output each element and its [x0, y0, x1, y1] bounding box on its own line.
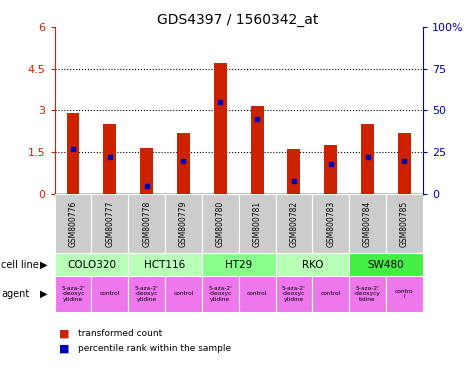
Bar: [66, 113, 79, 194]
Bar: [165, 276, 202, 312]
Bar: [202, 253, 276, 276]
Text: GSM800779: GSM800779: [179, 200, 188, 247]
Text: GSM800778: GSM800778: [142, 200, 151, 247]
Bar: [55, 276, 91, 312]
Bar: [276, 253, 349, 276]
Text: control: control: [321, 291, 341, 296]
Bar: [313, 194, 349, 253]
Bar: [349, 253, 423, 276]
Bar: [276, 194, 313, 253]
Text: transformed count: transformed count: [78, 329, 162, 338]
Bar: [349, 194, 386, 253]
Bar: [202, 194, 238, 253]
Text: SW480: SW480: [368, 260, 404, 270]
Bar: [55, 194, 91, 253]
Bar: [361, 124, 374, 194]
Text: ■: ■: [59, 344, 70, 354]
Bar: [202, 276, 238, 312]
Bar: [313, 276, 349, 312]
Text: GSM800785: GSM800785: [400, 200, 409, 247]
Bar: [140, 148, 153, 194]
Bar: [214, 63, 227, 194]
Bar: [165, 194, 202, 253]
Bar: [238, 194, 276, 253]
Text: HCT116: HCT116: [144, 260, 186, 270]
Text: COLO320: COLO320: [67, 260, 116, 270]
Bar: [128, 194, 165, 253]
Text: GSM800782: GSM800782: [289, 200, 298, 247]
Bar: [128, 253, 202, 276]
Bar: [386, 194, 423, 253]
Text: 5-aza-2'
-deoxyc
ytidine: 5-aza-2' -deoxyc ytidine: [135, 286, 159, 302]
Text: GSM800780: GSM800780: [216, 200, 225, 247]
Text: GSM800784: GSM800784: [363, 200, 372, 247]
Bar: [91, 276, 128, 312]
Text: agent: agent: [1, 289, 29, 299]
Text: ■: ■: [59, 328, 70, 338]
Bar: [177, 133, 190, 194]
Bar: [276, 276, 313, 312]
Bar: [349, 276, 386, 312]
Text: 5-aza-2'
-deoxyc
ytidine: 5-aza-2' -deoxyc ytidine: [61, 286, 85, 302]
Text: HT29: HT29: [225, 260, 252, 270]
Text: cell line: cell line: [1, 260, 38, 270]
Text: control: control: [247, 291, 267, 296]
Text: GDS4397 / 1560342_at: GDS4397 / 1560342_at: [157, 13, 318, 27]
Text: GSM800783: GSM800783: [326, 200, 335, 247]
Bar: [55, 253, 128, 276]
Bar: [324, 145, 337, 194]
Bar: [128, 276, 165, 312]
Text: ▶: ▶: [40, 289, 48, 299]
Text: GSM800776: GSM800776: [68, 200, 77, 247]
Text: GSM800781: GSM800781: [253, 200, 262, 247]
Text: ▶: ▶: [40, 260, 48, 270]
Bar: [104, 124, 116, 194]
Text: RKO: RKO: [302, 260, 323, 270]
Text: control: control: [100, 291, 120, 296]
Text: 5-aza-2'
-deoxyc
ytidine: 5-aza-2' -deoxyc ytidine: [209, 286, 232, 302]
Bar: [287, 149, 300, 194]
Bar: [251, 106, 264, 194]
Text: percentile rank within the sample: percentile rank within the sample: [78, 344, 231, 353]
Text: 5-aza-2'
-deoxycy
tidine: 5-aza-2' -deoxycy tidine: [354, 286, 381, 302]
Text: contro
l: contro l: [395, 289, 414, 299]
Text: control: control: [173, 291, 194, 296]
Bar: [386, 276, 423, 312]
Bar: [91, 194, 128, 253]
Text: 5-aza-2'
-deoxyc
ytidine: 5-aza-2' -deoxyc ytidine: [282, 286, 306, 302]
Text: GSM800777: GSM800777: [105, 200, 114, 247]
Bar: [398, 133, 411, 194]
Bar: [238, 276, 276, 312]
